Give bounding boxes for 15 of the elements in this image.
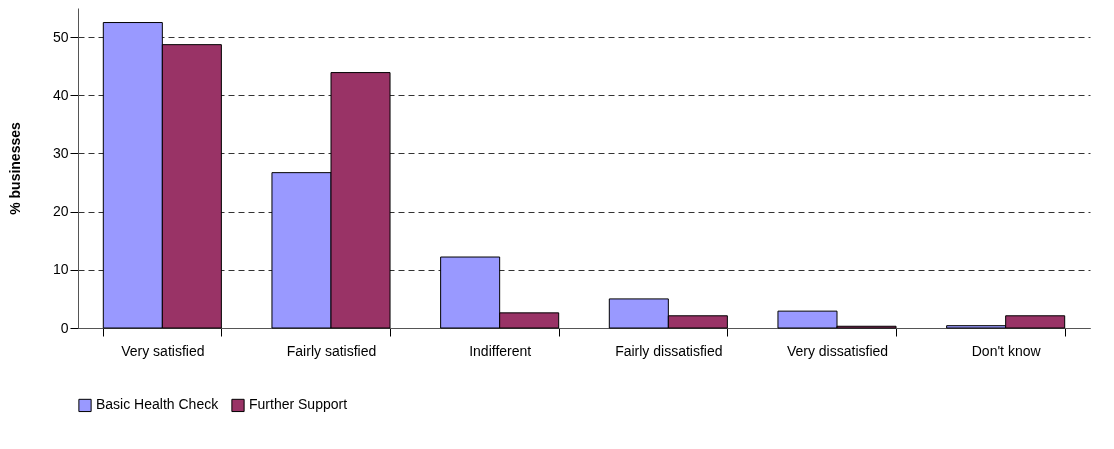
legend-label: Further Support bbox=[249, 396, 348, 413]
x-tick-label: Fairly dissatisfied bbox=[615, 342, 723, 359]
x-tick-label: Indifferent bbox=[469, 342, 532, 359]
x-tick-label: Fairly satisfied bbox=[286, 342, 377, 359]
y-tick-label: 0 bbox=[60, 319, 69, 336]
y-tick-label: 40 bbox=[52, 86, 69, 103]
y-tick-label: 20 bbox=[52, 203, 69, 220]
y-tick-label: 50 bbox=[52, 28, 69, 45]
x-tick-label: Very satisfied bbox=[121, 342, 205, 359]
legend-label: Basic Health Check bbox=[96, 396, 220, 413]
x-tick-label: Very dissatisfied bbox=[786, 342, 889, 359]
y-tick-label: 30 bbox=[52, 144, 69, 161]
y-tick-label: 10 bbox=[52, 261, 69, 278]
y-axis-title: % businesses bbox=[6, 121, 23, 215]
x-tick-label: Don't know bbox=[971, 342, 1042, 359]
